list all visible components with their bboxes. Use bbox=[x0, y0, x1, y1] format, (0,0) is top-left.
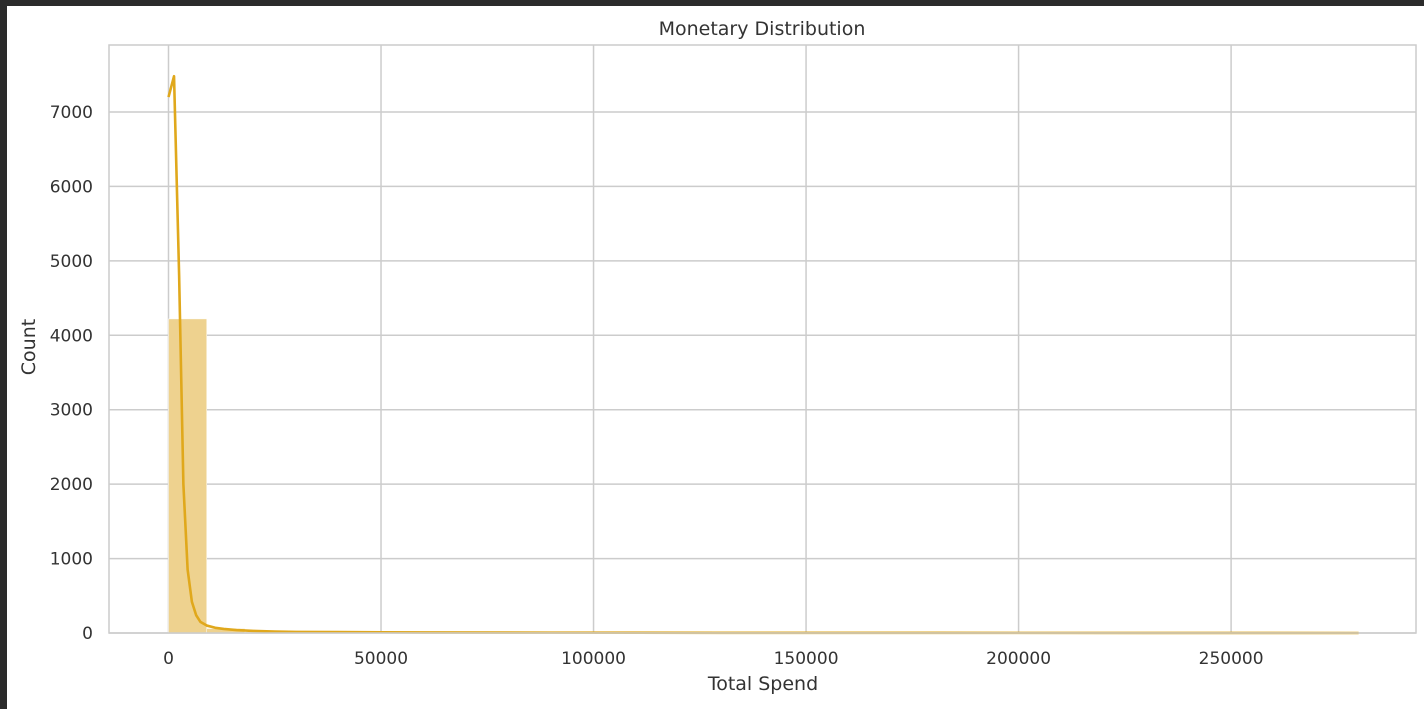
kde-line bbox=[167, 74, 1359, 635]
y-tick-label: 3000 bbox=[50, 401, 93, 421]
y-tick-label: 4000 bbox=[50, 326, 93, 346]
chart-title: Monetary Distribution bbox=[659, 18, 866, 40]
y-tick-label: 2000 bbox=[50, 475, 93, 495]
chart-frame: Monetary Distribution 0 50000 100000 150000… bbox=[7, 6, 1424, 709]
y-tick-label: 0 bbox=[82, 624, 93, 644]
x-tick-label: 0 bbox=[163, 649, 174, 669]
grid-lines bbox=[109, 45, 1416, 634]
histogram-bars bbox=[168, 318, 1355, 634]
x-tick-label: 50000 bbox=[354, 649, 408, 669]
x-tick-label: 100000 bbox=[561, 649, 626, 669]
x-tick-label: 250000 bbox=[1199, 649, 1264, 669]
histogram-bar bbox=[168, 318, 208, 634]
y-tick-label: 6000 bbox=[50, 177, 93, 197]
x-axis-label: Total Spend bbox=[707, 673, 818, 695]
y-axis-ticks: 0 1000 2000 3000 4000 5000 6000 7000 bbox=[50, 103, 93, 644]
kde-curve bbox=[167, 74, 1359, 635]
monetary-distribution-chart: Monetary Distribution 0 50000 100000 150000… bbox=[18, 18, 1417, 695]
plot-area-frame bbox=[108, 44, 1417, 634]
y-tick-label: 5000 bbox=[50, 252, 93, 272]
y-axis-label: Count bbox=[18, 319, 40, 375]
x-tick-label: 150000 bbox=[774, 649, 839, 669]
y-tick-label: 7000 bbox=[50, 103, 93, 123]
x-tick-label: 200000 bbox=[986, 649, 1051, 669]
y-tick-label: 1000 bbox=[50, 550, 93, 570]
x-axis-ticks: 0 50000 100000 150000 200000 250000 bbox=[163, 649, 1263, 669]
